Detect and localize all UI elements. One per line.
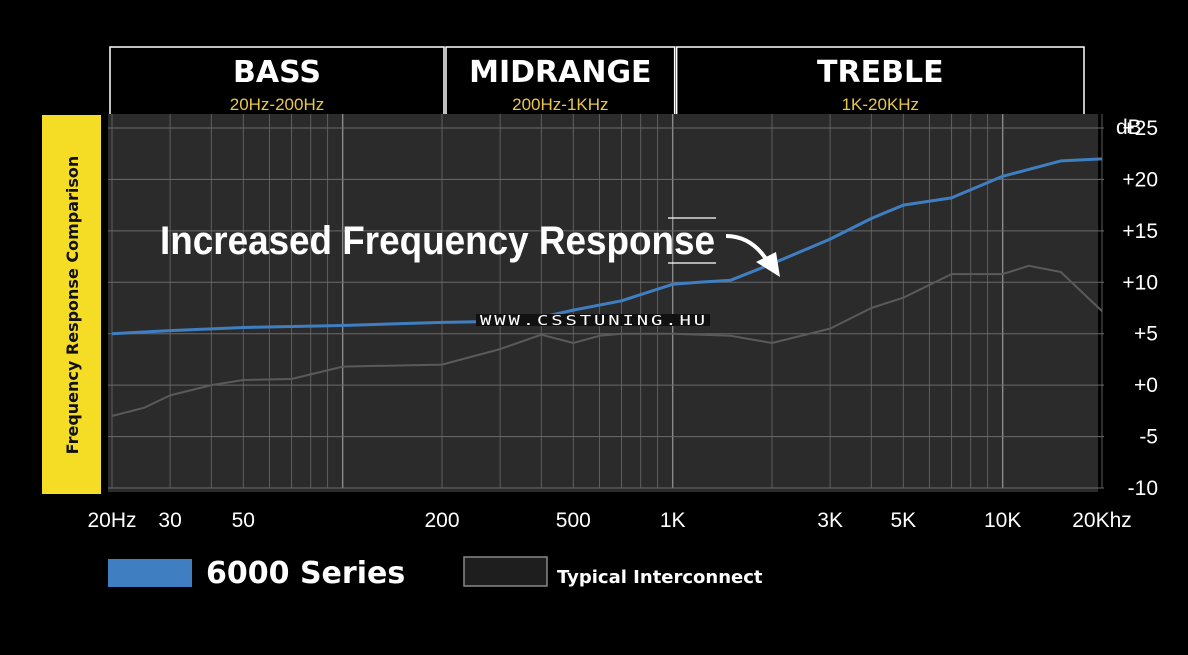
- x-tick-label: 30: [158, 509, 181, 532]
- band-frame-midrange: [445, 46, 676, 118]
- x-tick-label: 20Hz: [87, 509, 136, 532]
- y-axis: dB +25 +20 +15 +10 +5 +0 -5 -10: [1116, 116, 1158, 500]
- x-tick-label: 200: [424, 509, 459, 532]
- annotation-text: Increased Frequency Response: [160, 219, 715, 263]
- x-tick-label: 10K: [984, 509, 1021, 532]
- x-tick-label: 1K: [660, 509, 686, 532]
- band-frame-bass: [109, 46, 445, 118]
- band-range-bass: 20Hz-200Hz: [230, 95, 325, 114]
- y-axis-label: dB: [1116, 116, 1142, 139]
- watermark-text: WWW.CSSTUNING.HU: [480, 314, 708, 329]
- legend: 6000 Series Typical Interconnect: [108, 556, 763, 591]
- y-tick-label: -5: [1139, 426, 1158, 449]
- x-tick-label: 3K: [817, 509, 843, 532]
- annotation-arrowhead-icon: [756, 252, 780, 277]
- watermark-box: [476, 314, 710, 326]
- x-axis: 20Hz 30 50 200 500 1K 3K 5K 10K 20Khz: [87, 509, 1131, 532]
- legend-label-6000-series: 6000 Series: [206, 556, 405, 591]
- y-tick-label: -10: [1128, 477, 1158, 500]
- band-title-treble: TREBLE: [817, 55, 944, 90]
- band-title-midrange: MIDRANGE: [469, 55, 651, 90]
- y-tick-label: +20: [1122, 168, 1158, 191]
- x-tick-label: 5K: [890, 509, 916, 532]
- side-label-box: [42, 115, 101, 494]
- grid: [108, 114, 1104, 489]
- x-tick-label: 500: [556, 509, 591, 532]
- frequency-bands: BASS 20Hz-200Hz MIDRANGE 200Hz-1KHz TREBLE 1K…: [109, 46, 1085, 118]
- y-tick-label: +15: [1122, 220, 1158, 243]
- y-tick-label: +10: [1122, 271, 1158, 294]
- band-title-bass: BASS: [233, 55, 321, 90]
- legend-swatch-6000-series: [108, 559, 192, 587]
- legend-label-typical-interconnect: Typical Interconnect: [557, 567, 763, 588]
- side-label: Frequency Response Comparison: [63, 156, 82, 455]
- series-line-6000-series: [111, 157, 1103, 336]
- band-range-midrange: 200Hz-1KHz: [512, 95, 608, 114]
- y-tick-label: +0: [1134, 374, 1158, 397]
- band-frame-treble: [675, 46, 1085, 118]
- series-line-typical-interconnect: [111, 264, 1103, 417]
- band-range-treble: 1K-20KHz: [842, 95, 919, 114]
- y-tick-label: +25: [1122, 117, 1158, 140]
- x-tick-label: 50: [232, 509, 255, 532]
- series-lines: [111, 157, 1103, 417]
- x-tick-label: 20Khz: [1072, 509, 1132, 532]
- legend-swatch-typical-interconnect: [463, 556, 548, 587]
- y-tick-label: +5: [1134, 323, 1158, 346]
